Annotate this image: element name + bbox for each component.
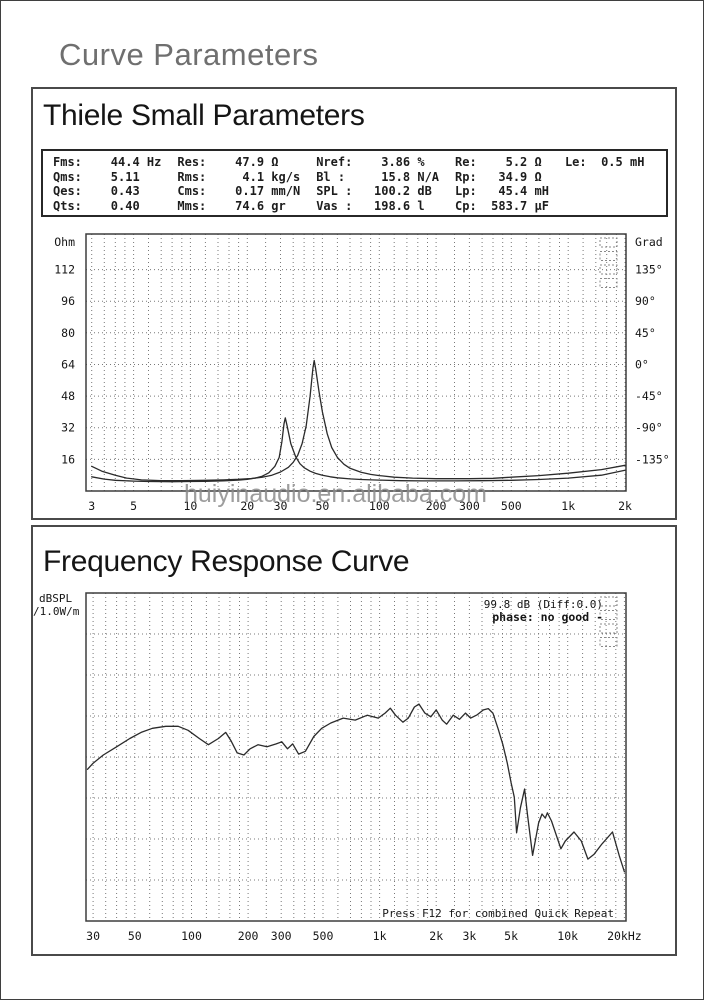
- corner-marks-icon: [599, 237, 618, 288]
- param-nref: Nref: 3.86 %: [316, 155, 425, 170]
- svg-text:16: 16: [61, 452, 75, 466]
- svg-text:300: 300: [459, 499, 480, 511]
- svg-text:-135°: -135°: [635, 452, 670, 466]
- param-bl: Bl : 15.8 N/A: [316, 169, 440, 184]
- svg-text:200: 200: [426, 499, 447, 511]
- svg-text:99.8 dB (Diff:0.0): 99.8 dB (Diff:0.0): [484, 598, 603, 611]
- svg-text:5: 5: [130, 499, 137, 511]
- x-axis-labels: 3 5 10 20 30 50 100 200 300 500 1k 2k: [88, 499, 632, 511]
- svg-text:0°: 0°: [635, 357, 649, 371]
- left-axis-labels: dBSPL/1.0W/m: [33, 592, 80, 618]
- param-fms: Fms: 44.4 Hz: [53, 155, 162, 170]
- parameter-row: Qts: 0.40 Mms: 74.6 gr Vas : 198.6 l Cp: 58…: [53, 199, 660, 214]
- impedance-free-air-curve: [91, 359, 626, 482]
- param-vas: Vas : 198.6 l: [316, 198, 425, 213]
- frequency-response-chart: 30 50 100 200 300 500 1k 2k 3k 5k 10k 20kHz dBSPL/1.…: [33, 592, 642, 943]
- impedance-chart: 3 5 10 20 30 50 100 200 300 500 1k 2k Ohm 112 96 80 64 48…: [54, 233, 670, 511]
- svg-text:Grad: Grad: [635, 235, 663, 249]
- impedance-added-mass-curve: [91, 417, 626, 483]
- svg-text:100: 100: [369, 499, 390, 511]
- param-empty: [565, 170, 660, 185]
- param-cp: Cp: 583.7 µF: [455, 198, 549, 213]
- svg-text:10k: 10k: [557, 929, 578, 943]
- parameter-row: Qes: 0.43 Cms: 0.17 mm/N SPL : 100.2 dB Lp:…: [53, 184, 660, 199]
- svg-text:1k: 1k: [561, 499, 575, 511]
- svg-text:96: 96: [61, 294, 75, 308]
- param-qes: Qes: 0.43: [53, 184, 140, 199]
- corner-marks-icon: [599, 596, 618, 647]
- svg-text:2k: 2k: [618, 499, 632, 511]
- left-axis-labels: Ohm 112 96 80 64 48 32 16: [54, 235, 75, 466]
- svg-text:500: 500: [501, 499, 522, 511]
- parameter-row: Fms: 44.4 Hz Res: 47.9 Ω Nref: 3.86 % Re: 5…: [53, 155, 660, 170]
- param-rms: Rms: 4.1 kg/s: [177, 169, 301, 184]
- x-axis-labels: 30 50 100 200 300 500 1k 2k 3k 5k 10k 20kHz: [86, 929, 642, 943]
- param-empty: [565, 199, 660, 214]
- param-spl: SPL : 100.2 dB: [316, 184, 432, 199]
- svg-text:50: 50: [128, 929, 142, 943]
- param-empty: [565, 184, 660, 199]
- svg-text:-45°: -45°: [635, 389, 663, 403]
- svg-text:20: 20: [240, 499, 254, 511]
- svg-text:3k: 3k: [462, 929, 476, 943]
- param-cms: Cms: 0.17 mm/N: [177, 184, 301, 199]
- svg-text:90°: 90°: [635, 294, 656, 308]
- svg-text:112: 112: [54, 263, 75, 277]
- svg-text:64: 64: [61, 357, 75, 371]
- param-re: Re: 5.2 Ω: [455, 155, 542, 170]
- watermark: huiyinaudio.en.alibaba.com: [184, 480, 487, 508]
- svg-text:phase: no good -: phase: no good -: [492, 610, 603, 624]
- svg-text:-90°: -90°: [635, 421, 663, 435]
- param-le: Le: 0.5 mH: [564, 155, 645, 170]
- chart-annotations: 99.8 dB (Diff:0.0)phase: no good - Press …: [382, 598, 614, 920]
- param-mms: Mms: 74.6 gr: [177, 198, 286, 213]
- svg-text:30: 30: [274, 499, 288, 511]
- parameter-row: Qms: 5.11 Rms: 4.1 kg/s Bl : 15.8 N/A Rp: 3…: [53, 170, 660, 185]
- spl-response-curve: [86, 703, 626, 873]
- plot-border: [85, 233, 627, 492]
- svg-text:500: 500: [313, 929, 334, 943]
- svg-text:32: 32: [61, 421, 75, 435]
- svg-text:Press F12 for combined Quick R: Press F12 for combined Quick Repeat: [382, 907, 614, 920]
- svg-text:/1.0W/m: /1.0W/m: [33, 605, 80, 618]
- right-axis-labels: Grad 135° 90° 45° 0° -45° -90° -135°: [635, 235, 670, 466]
- param-qts: Qts: 0.40: [53, 198, 140, 213]
- svg-text:135°: 135°: [635, 263, 663, 277]
- grid-lines: [86, 593, 626, 921]
- page-title: Curve Parameters: [59, 37, 319, 72]
- parameters-box: Fms: 44.4 Hz Res: 47.9 Ω Nref: 3.86 % Re: 5…: [41, 149, 668, 217]
- svg-text:300: 300: [271, 929, 292, 943]
- grid-lines: [86, 234, 626, 491]
- svg-text:dBSPL: dBSPL: [39, 592, 72, 605]
- svg-text:5k: 5k: [504, 929, 518, 943]
- param-rp: Rp: 34.9 Ω: [455, 169, 542, 184]
- thiele-parameters-section: Thiele Small Parameters Fms: 44.4 Hz Res:…: [31, 87, 677, 520]
- param-qms: Qms: 5.11: [53, 169, 140, 184]
- frequency-response-section: Frequency Response Curve 30 50 100 200 300 50…: [31, 525, 677, 956]
- svg-text:1k: 1k: [373, 929, 387, 943]
- svg-text:20kHz: 20kHz: [607, 929, 642, 943]
- parameters-table: Fms: 44.4 Hz Res: 47.9 Ω Nref: 3.86 % Re: 5…: [53, 155, 660, 213]
- svg-text:3: 3: [88, 499, 95, 511]
- svg-text:50: 50: [315, 499, 329, 511]
- param-res: Res: 47.9 Ω: [177, 155, 279, 170]
- svg-text:2k: 2k: [429, 929, 443, 943]
- plot-border: [85, 592, 627, 922]
- svg-text:45°: 45°: [635, 326, 656, 340]
- frequency-response-title: Frequency Response Curve: [43, 545, 410, 578]
- thiele-section-title: Thiele Small Parameters: [43, 99, 365, 132]
- svg-text:30: 30: [86, 929, 100, 943]
- svg-text:Ohm: Ohm: [54, 235, 75, 249]
- svg-text:80: 80: [61, 326, 75, 340]
- svg-text:10: 10: [183, 499, 197, 511]
- svg-text:100: 100: [181, 929, 202, 943]
- param-lp: Lp: 45.4 mH: [455, 184, 549, 199]
- svg-text:200: 200: [238, 929, 259, 943]
- svg-text:48: 48: [61, 389, 75, 403]
